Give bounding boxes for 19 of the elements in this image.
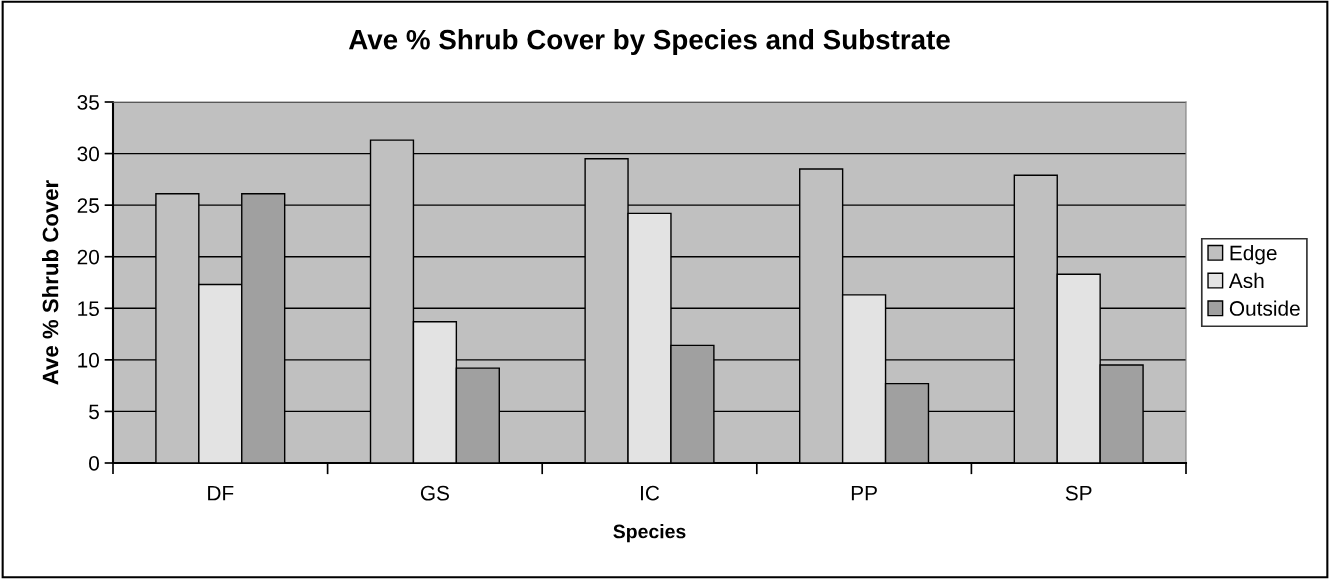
- legend-label: Edge: [1230, 245, 1277, 265]
- y-tick-label: 15: [78, 301, 99, 317]
- y-tick-label: 10: [78, 352, 99, 368]
- x-tick-label: DF: [208, 485, 234, 501]
- x-tick-label: SP: [1065, 485, 1092, 501]
- chart-title: Ave % Shrub Cover by Species and Substrate: [348, 29, 950, 55]
- x-tick-label: PP: [851, 485, 877, 501]
- y-tick-label: 30: [77, 146, 99, 162]
- legend-label: Ash: [1228, 272, 1264, 289]
- y-tick-label: 35: [77, 95, 99, 110]
- y-tick-label: 20: [77, 249, 99, 265]
- y-tick-label: 5: [89, 404, 99, 420]
- x-axis-title: Species: [613, 524, 686, 543]
- x-tick-label: GS: [420, 485, 449, 501]
- y-axis-title: Ave % Shrub Cover: [42, 180, 59, 385]
- legend-label: Outside: [1229, 300, 1300, 316]
- x-tick-label: IC: [641, 485, 660, 501]
- y-tick-label: 25: [77, 198, 99, 213]
- y-tick-label: 0: [89, 456, 99, 471]
